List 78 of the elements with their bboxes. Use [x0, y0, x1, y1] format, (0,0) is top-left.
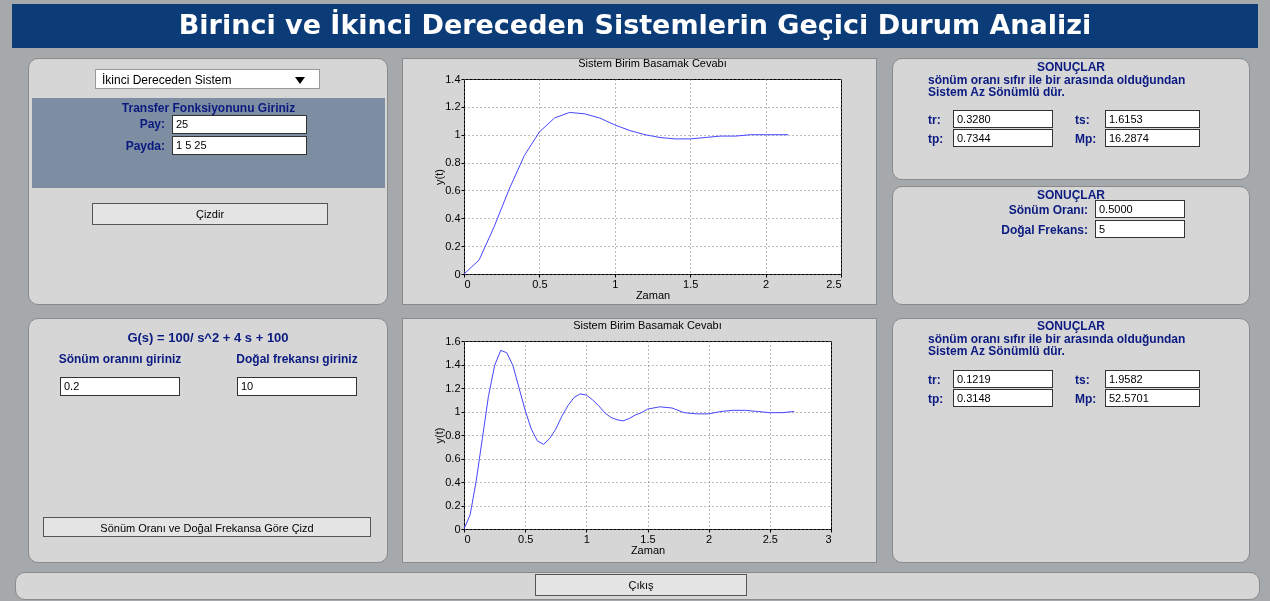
chart-title: Sistem Birim Basamak Cevabı	[578, 57, 727, 69]
y-axis-title: y(t)	[433, 169, 446, 185]
text: Sönüm Oranı:	[1008, 203, 1088, 217]
y-tick-label: 0.6	[445, 183, 461, 196]
x-tick-label: 2	[763, 277, 770, 290]
x-tick-label: 2.5	[762, 532, 778, 545]
text: Mp:	[1075, 132, 1097, 146]
x-tick-label: 1.5	[683, 277, 699, 290]
y-tick-label: 1.4	[445, 358, 461, 370]
text: Payda:	[125, 139, 165, 153]
text: ts:	[1075, 373, 1090, 387]
text: Birinci ve İkinci Dereceden Sistemlerin Geçici Durum Analizi	[12, 4, 1258, 48]
text: Sönüm oranını giriniz	[58, 352, 182, 366]
text: 0.5000	[1099, 203, 1133, 215]
x-tick-label: 1	[583, 532, 590, 545]
text: 52.5701	[1109, 392, 1149, 404]
chart-title: Sistem Birim Basamak Cevabı	[573, 319, 722, 331]
text: Mp:	[1075, 392, 1097, 406]
line-series	[464, 349, 795, 529]
x-tick-label: 1.5	[640, 532, 656, 545]
text: 1.6153	[1109, 113, 1143, 125]
text: Sönüm Oranı ve Doğal Frekansa Göre Çizd	[100, 522, 314, 534]
y-tick-label: 0.2	[445, 239, 461, 252]
text: 10	[241, 380, 254, 392]
text: tr:	[928, 373, 941, 387]
y-tick-label: 0	[454, 522, 461, 535]
text: ts:	[1075, 113, 1090, 127]
text: tp:	[928, 392, 944, 406]
text: 5	[1099, 223, 1106, 235]
x-axis-title: Zaman	[630, 543, 666, 556]
y-tick-label: 0.2	[445, 499, 461, 511]
x-tick-label: 1	[612, 277, 619, 290]
y-tick-label: 1.6	[445, 334, 461, 347]
text: SONUÇLAR	[1037, 319, 1105, 333]
y-tick-label: 0.8	[445, 428, 461, 441]
text: Çizdir	[195, 208, 225, 220]
text: Doğal frekansı giriniz	[236, 352, 358, 366]
text: Pay:	[139, 117, 165, 131]
x-tick-label: 2	[706, 532, 713, 545]
text: 25	[176, 118, 189, 130]
text: Doğal Frekans:	[1001, 223, 1088, 237]
text: tr:	[928, 113, 941, 127]
text: SONUÇLAR	[1037, 60, 1105, 74]
y-tick-label: 1	[454, 405, 461, 417]
text: sönüm oranı sıfır ile bir arasında olduğundan Sistem Az Sönümlü dür.	[928, 332, 1186, 358]
y-tick-label: 1	[454, 128, 461, 141]
text: sönüm oranı sıfır ile bir arasında olduğundan Sistem Az Sönümlü dür.	[928, 73, 1186, 99]
text: G(s) = 100/ s^2 + 4 s + 100	[127, 330, 289, 345]
y-axis-title: y(t)	[433, 427, 446, 444]
text: 1.9582	[1109, 373, 1143, 385]
text: 0.3280	[957, 113, 991, 125]
y-tick-label: 0.8	[445, 156, 461, 169]
y-tick-label: 0.4	[445, 211, 461, 224]
y-tick-label: 0.6	[445, 452, 461, 464]
x-axis-title: Zaman	[635, 288, 671, 301]
text: 16.2874	[1109, 132, 1149, 144]
text: tp:	[928, 132, 944, 146]
y-tick-label: 1.4	[445, 72, 461, 85]
x-tick-label: 2.5	[826, 277, 842, 290]
text: İkinci Dereceden Sistem	[102, 73, 232, 87]
x-tick-label: 0	[464, 532, 471, 545]
y-tick-label: 1.2	[445, 100, 461, 113]
text: SONUÇLAR	[1037, 188, 1105, 202]
x-tick-label: 0.5	[518, 532, 534, 545]
text: Çıkış	[628, 579, 654, 591]
text: 0.2	[64, 380, 80, 392]
y-tick-label: 1.2	[445, 381, 461, 394]
text: 1 5 25	[176, 139, 207, 151]
x-tick-label: 0.5	[532, 277, 548, 290]
x-tick-label: 3	[825, 532, 832, 545]
text: 0.1219	[957, 373, 991, 385]
y-tick-label: 0.4	[445, 475, 461, 488]
x-tick-label: 0	[464, 277, 471, 290]
text: 0.3148	[957, 392, 991, 404]
text: 0.7344	[957, 132, 991, 144]
line-series	[464, 111, 789, 274]
y-tick-label: 0	[454, 267, 461, 280]
text: Transfer Fonksiyonunu Giriniz	[121, 101, 296, 115]
